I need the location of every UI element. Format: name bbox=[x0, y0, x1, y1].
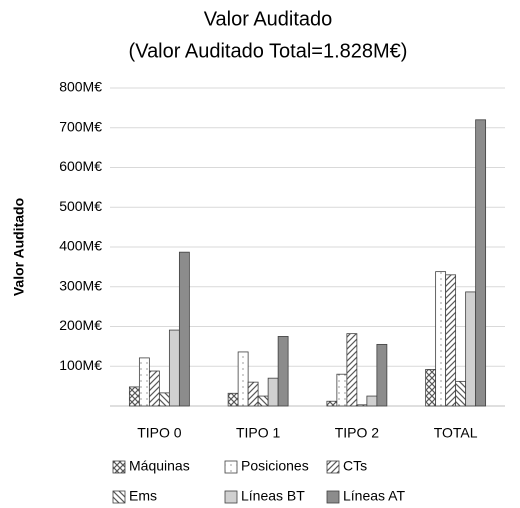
bar bbox=[277, 336, 289, 407]
bar bbox=[237, 351, 249, 407]
bar bbox=[356, 404, 368, 407]
x-tick-label: TIPO 1 bbox=[236, 425, 281, 441]
legend-swatch bbox=[112, 460, 126, 474]
bar bbox=[267, 377, 279, 407]
bar bbox=[366, 395, 378, 407]
bar bbox=[168, 329, 180, 407]
legend-label: Líneas BT bbox=[241, 488, 305, 504]
legend-swatch bbox=[224, 460, 238, 474]
bar bbox=[326, 400, 338, 407]
bar bbox=[465, 291, 477, 407]
bar bbox=[178, 251, 190, 407]
y-tick-label: 100M€ bbox=[59, 357, 102, 373]
bar bbox=[435, 271, 447, 407]
legend-label: Ems bbox=[129, 488, 157, 504]
bar bbox=[336, 373, 348, 407]
x-tick-label: TIPO 2 bbox=[335, 425, 380, 441]
y-tick-label: 500M€ bbox=[59, 198, 102, 214]
y-tick-label: 700M€ bbox=[59, 118, 102, 134]
chart-title: Valor Auditado bbox=[204, 8, 333, 30]
bar bbox=[247, 381, 259, 407]
bar bbox=[455, 380, 467, 407]
bar bbox=[158, 392, 170, 407]
x-tick-label: TOTAL bbox=[434, 425, 478, 441]
y-tick-label: 400M€ bbox=[59, 238, 102, 254]
legend-label: Máquinas bbox=[129, 458, 190, 474]
y-tick-label: 800M€ bbox=[59, 79, 102, 95]
bar bbox=[346, 333, 358, 407]
x-tick-label: TIPO 0 bbox=[137, 425, 182, 441]
bar bbox=[425, 369, 437, 407]
legend-label: CTs bbox=[343, 458, 367, 474]
bar bbox=[257, 395, 269, 407]
legend-swatch bbox=[112, 490, 126, 504]
bar bbox=[475, 119, 487, 407]
bar bbox=[227, 392, 239, 407]
legend-swatch bbox=[224, 490, 238, 504]
legend-swatch bbox=[326, 490, 340, 504]
y-tick-label: 300M€ bbox=[59, 277, 102, 293]
y-tick-label: 600M€ bbox=[59, 158, 102, 174]
y-tick-label: 200M€ bbox=[59, 317, 102, 333]
y-axis-title: Valor Auditado bbox=[11, 198, 27, 296]
legend-label: Líneas AT bbox=[343, 488, 405, 504]
chart-subtitle: (Valor Auditado Total=1.828M€) bbox=[129, 40, 408, 62]
bar bbox=[148, 370, 160, 407]
legend-swatch bbox=[326, 460, 340, 474]
bar bbox=[445, 274, 457, 407]
bar bbox=[128, 386, 140, 407]
bar bbox=[376, 343, 388, 407]
legend-label: Posiciones bbox=[241, 458, 309, 474]
bar bbox=[138, 357, 150, 407]
